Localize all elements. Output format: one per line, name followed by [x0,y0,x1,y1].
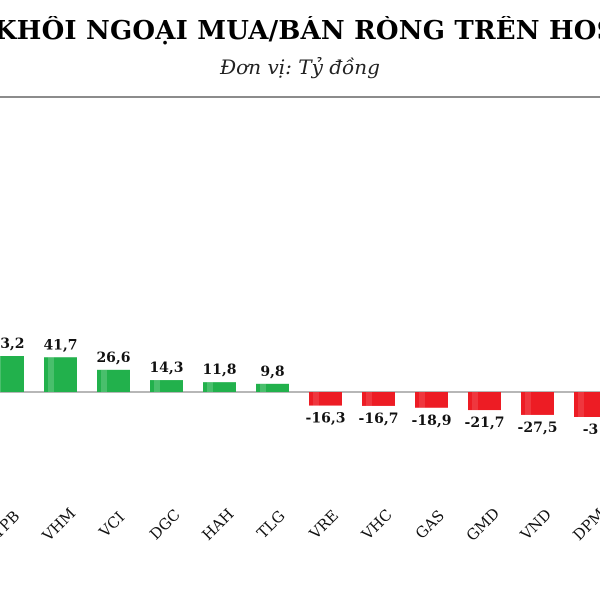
category-label-dgc: DGC [146,506,184,544]
bar-gmd [468,392,501,411]
category-label-vhm: VHM [38,504,79,545]
data-label-vnd: -27,5 [518,420,558,436]
category-label-vre: VRE [305,506,342,543]
bar-highlight-vhm [48,357,54,392]
bar-dpm [574,392,600,417]
bar-highlight-tlg [260,383,266,392]
bar-highlight-tpb [0,356,1,392]
bar-vhm [44,357,77,392]
chart-subtitle: Đơn vị: Tỷ đồng [220,55,380,79]
bar-highlight-vre [313,392,319,406]
data-label-tlg: 9,8 [260,364,284,380]
bar-highlight-vhc [366,392,372,406]
bar-highlight-vnd [525,392,531,415]
data-label-vhc: -16,7 [359,411,399,427]
data-label-vci: 26,6 [96,350,130,366]
chart-title: KHỐI NGOẠI MUA/BÁN RÒNG TRÊN HOSE N [0,16,600,50]
data-label-vre: -16,3 [306,411,346,427]
data-label-gas: -18,9 [412,413,452,429]
category-label-hah: HAH [199,505,238,544]
bar-hah [203,382,236,392]
data-label-vhm: 41,7 [43,337,77,353]
bar-highlight-hah [207,382,213,392]
bar-vhc [362,392,395,406]
data-label-tpb: 43,2 [0,336,25,352]
bar-highlight-gmd [472,392,478,411]
category-label-gas: GAS [412,506,448,542]
bar-gas [415,392,448,408]
data-label-hah: 11,8 [202,362,236,378]
category-label-tpb: TPB [0,507,23,542]
category-label-vci: VCI [95,508,128,541]
category-label-tlg: TLG [253,507,288,542]
bar-highlight-dpm [578,392,584,417]
category-label-gmd: GMD [463,504,504,545]
bar-dgc [150,380,183,392]
data-label-dgc: 14,3 [149,360,183,376]
bar-highlight-dgc [154,380,160,392]
bar-highlight-vci [101,369,107,392]
category-label-vnd: VND [516,505,555,544]
bar-vci [97,369,130,392]
bar-vre [309,392,342,406]
bar-tlg [256,383,289,392]
bar-vnd [521,392,554,415]
data-label-dpm: -3 [583,422,599,438]
chart-title-text: KHỐI NGOẠI MUA/BÁN RÒNG TRÊN HOSE N [0,16,600,46]
bar-highlight-gas [419,392,425,408]
category-label-vhc: VHC [357,506,395,544]
data-label-gmd: -21,7 [465,415,505,431]
bar-tpb [0,356,24,392]
category-label-dpm: DPM [569,505,600,544]
title-divider [0,96,600,98]
